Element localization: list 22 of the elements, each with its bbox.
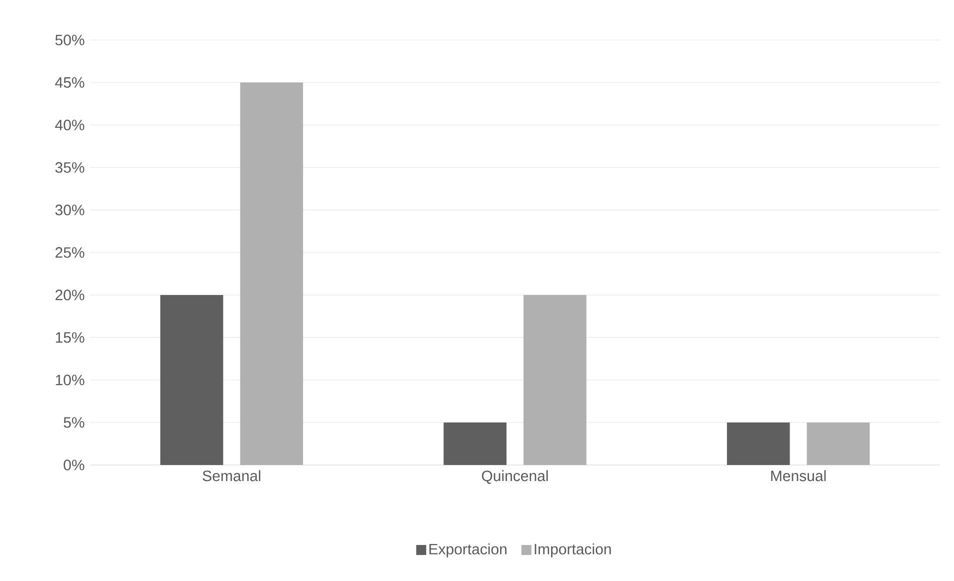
bar	[444, 422, 507, 465]
bar	[524, 294, 586, 465]
y-tick-label: 0%	[64, 460, 84, 470]
y-tick-label: 15%	[56, 332, 84, 343]
y-tick-label: 50%	[55, 34, 84, 46]
bar	[240, 82, 304, 465]
y-tick-label: 35%	[55, 162, 84, 173]
bar	[160, 294, 224, 465]
legend-label: Exportacion	[429, 543, 506, 558]
x-tick-label: Semanal	[202, 470, 260, 482]
legend-label: Importacion	[534, 543, 611, 558]
y-tick-label: 5%	[64, 417, 84, 428]
y-tick-label: 45%	[55, 77, 84, 88]
x-tick-label: Mensual	[771, 470, 826, 482]
x-tick-label: Quincenal	[482, 470, 548, 484]
bar	[726, 422, 790, 465]
y-tick-label: 40%	[55, 120, 84, 130]
y-tick-label: 30%	[55, 204, 84, 216]
bar	[806, 422, 870, 465]
y-tick-label: 25%	[56, 247, 84, 258]
y-tick-label: 10%	[56, 374, 84, 386]
y-tick-label: 20%	[56, 290, 84, 300]
